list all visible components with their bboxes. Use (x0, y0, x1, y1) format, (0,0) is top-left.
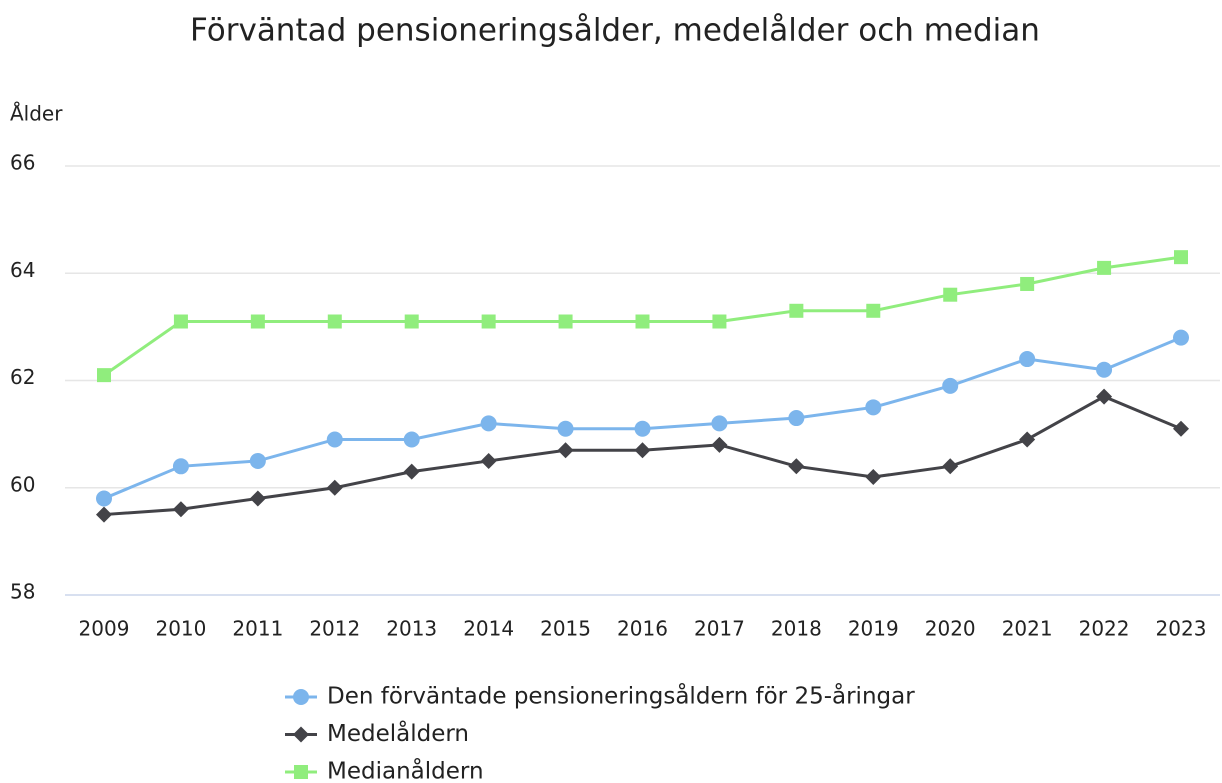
legend-label: Medianåldern (327, 757, 484, 783)
legend-marker (294, 765, 308, 779)
data-point (1174, 250, 1188, 265)
data-point (326, 431, 343, 448)
data-point (866, 303, 881, 318)
x-tick-label: 2013 (386, 617, 437, 641)
data-point (942, 458, 959, 475)
data-point (173, 314, 188, 329)
data-point (788, 458, 805, 475)
data-point (1019, 431, 1036, 448)
data-point (942, 377, 959, 394)
data-point (403, 431, 420, 448)
x-tick-label: 2011 (232, 617, 283, 641)
data-point (96, 506, 112, 523)
data-point (1096, 361, 1113, 378)
data-point (480, 415, 497, 432)
data-point (789, 303, 804, 318)
data-point (711, 415, 728, 432)
x-tick-label: 2012 (309, 617, 360, 641)
data-point (481, 314, 496, 329)
data-point (1173, 329, 1189, 346)
y-axis-label: Ålder (10, 102, 63, 126)
data-point (788, 410, 805, 427)
data-point (1096, 388, 1113, 405)
data-point (404, 314, 419, 329)
data-point (96, 490, 112, 507)
data-point (250, 314, 265, 329)
x-tick-label: 2020 (925, 617, 976, 641)
data-point (172, 458, 189, 475)
data-point (172, 501, 189, 518)
data-point (557, 442, 574, 459)
data-point (480, 452, 497, 469)
x-tick-label: 2022 (1079, 617, 1130, 641)
data-point (865, 399, 882, 416)
data-point (635, 314, 650, 329)
data-point (327, 314, 342, 329)
x-tick-label: 2018 (771, 617, 822, 641)
x-tick-label: 2010 (155, 617, 206, 641)
data-point (634, 442, 651, 459)
x-tick-label: 2014 (463, 617, 514, 641)
y-tick-label: 60 (10, 472, 35, 496)
y-tick-label: 58 (10, 580, 35, 604)
y-tick-label: 66 (10, 151, 35, 175)
data-point (1173, 420, 1189, 437)
x-tick-label: 2009 (79, 617, 130, 641)
data-point (249, 490, 266, 507)
legend-label: Medelåldern (327, 719, 469, 747)
legend-marker (293, 689, 309, 705)
data-point (97, 368, 111, 383)
x-tick-label: 2019 (848, 617, 899, 641)
data-point (1097, 260, 1112, 275)
x-tick-label: 2017 (694, 617, 745, 641)
x-tick-label: 2021 (1002, 617, 1053, 641)
y-tick-label: 64 (10, 258, 35, 282)
data-point (634, 420, 651, 437)
data-point (249, 452, 266, 469)
data-point (326, 479, 343, 496)
legend-label: Den förväntade pensioneringsåldern för 2… (327, 682, 915, 710)
chart-title: Förväntad pensioneringsålder, medelålder… (190, 13, 1040, 49)
data-point (1019, 351, 1036, 368)
data-point (865, 469, 882, 486)
data-point (711, 436, 728, 453)
legend-marker (293, 726, 309, 743)
x-tick-label: 2016 (617, 617, 668, 641)
data-point (712, 314, 727, 329)
data-point (558, 314, 573, 329)
data-point (403, 463, 420, 480)
data-point (557, 420, 574, 437)
x-tick-label: 2015 (540, 617, 591, 641)
data-point (943, 287, 958, 302)
x-tick-label: 2023 (1156, 617, 1207, 641)
data-point (1020, 276, 1035, 291)
y-tick-label: 62 (10, 365, 35, 389)
series-line (103, 336, 1182, 500)
